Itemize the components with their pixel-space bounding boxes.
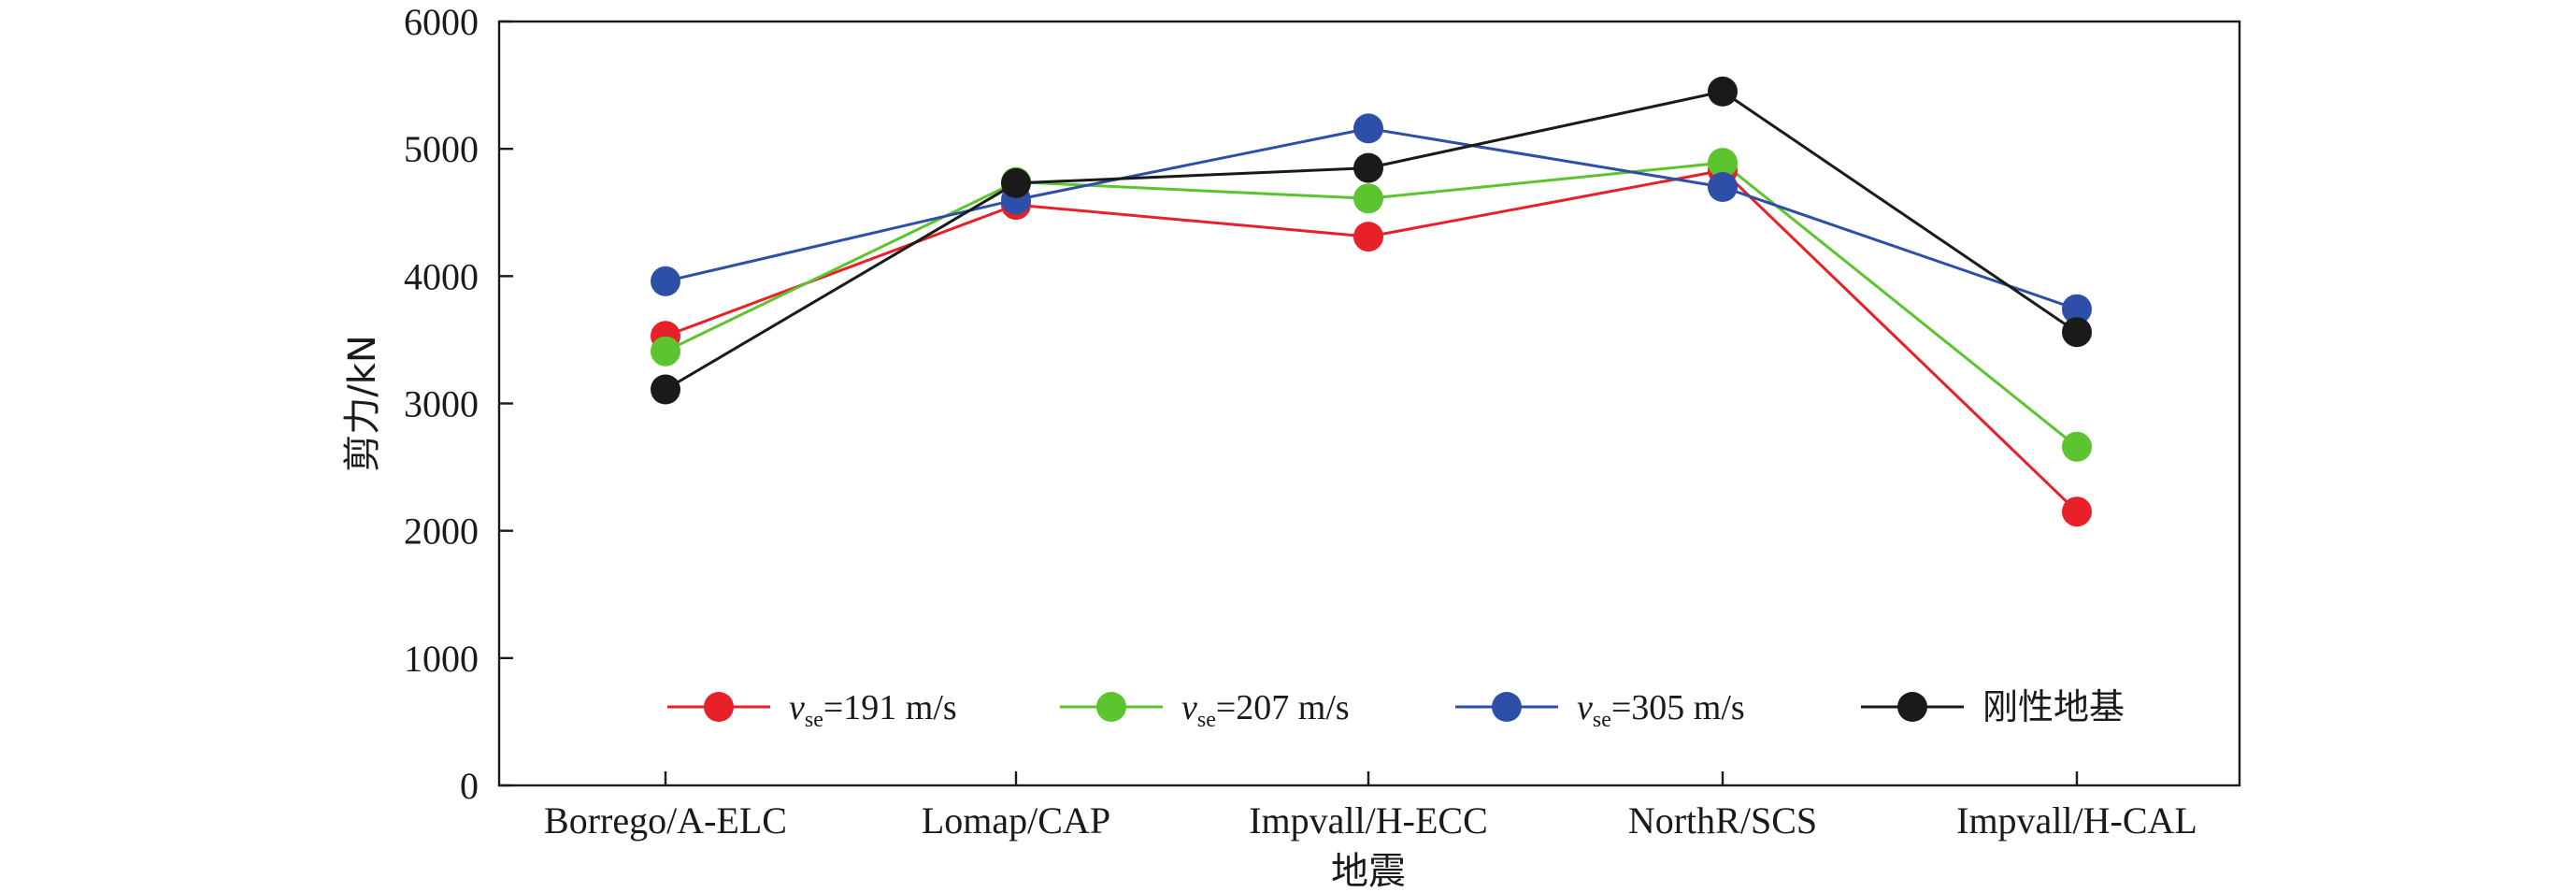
data-point-s3-1 <box>651 266 680 296</box>
y-tick-label: 3000 <box>404 383 479 425</box>
legend-label-4: 刚性地基 <box>1982 686 2125 727</box>
data-point-s2-4 <box>1708 148 1738 179</box>
legend-marker-2 <box>1096 692 1126 722</box>
data-point-s4-2 <box>1001 167 1031 198</box>
data-point-s1-3 <box>1353 222 1383 252</box>
y-tick-label: 5000 <box>404 128 479 170</box>
y-tick-label: 1000 <box>404 638 479 680</box>
legend-marker-3 <box>1492 692 1522 722</box>
x-tick-label: Impvall/H-CAL <box>1956 799 2197 842</box>
data-point-s2-3 <box>1353 183 1383 214</box>
legend-subscript: se <box>1197 708 1216 732</box>
x-tick-label: Lomap/CAP <box>922 799 1110 842</box>
legend-marker-1 <box>704 692 734 722</box>
legend-rest: =207 m/s <box>1216 688 1350 727</box>
x-tick-label: Impvall/H-ECC <box>1249 799 1488 842</box>
data-point-s4-5 <box>2062 317 2092 348</box>
x-axis-title: 地震 <box>1331 850 1406 892</box>
x-tick-label: Borrego/A-ELC <box>544 799 787 842</box>
legend-subscript: se <box>805 708 823 732</box>
legend-label-2: vse=207 m/s <box>1181 688 1350 732</box>
data-point-s4-1 <box>651 374 680 405</box>
legend-var: v <box>789 688 805 727</box>
data-point-s3-5 <box>2062 294 2092 324</box>
data-point-s1-5 <box>2062 496 2092 527</box>
legend-marker-4 <box>1897 692 1927 722</box>
legend-var: v <box>1577 688 1593 727</box>
legend-label-3: vse=305 m/s <box>1577 688 1745 732</box>
legend-rest: =191 m/s <box>823 688 957 727</box>
data-point-s4-4 <box>1708 76 1738 107</box>
legend-subscript: se <box>1593 708 1611 732</box>
legend-var: v <box>1181 688 1197 727</box>
legend-label-1: vse=191 m/s <box>789 688 957 732</box>
data-point-s3-3 <box>1353 113 1383 144</box>
y-axis-title: 剪力/kN <box>341 335 384 472</box>
y-tick-label: 4000 <box>404 255 479 297</box>
x-tick-label: NorthR/SCS <box>1628 799 1817 842</box>
legend-rest: =305 m/s <box>1611 688 1745 727</box>
data-point-s2-1 <box>651 336 680 367</box>
data-point-s3-4 <box>1708 172 1738 202</box>
series-line-1 <box>665 168 2079 513</box>
data-point-s2-5 <box>2062 431 2092 462</box>
y-tick-label: 2000 <box>404 511 479 553</box>
y-tick-label: 0 <box>460 765 479 807</box>
y-tick-label: 6000 <box>404 1 479 43</box>
data-point-s4-3 <box>1353 152 1383 183</box>
